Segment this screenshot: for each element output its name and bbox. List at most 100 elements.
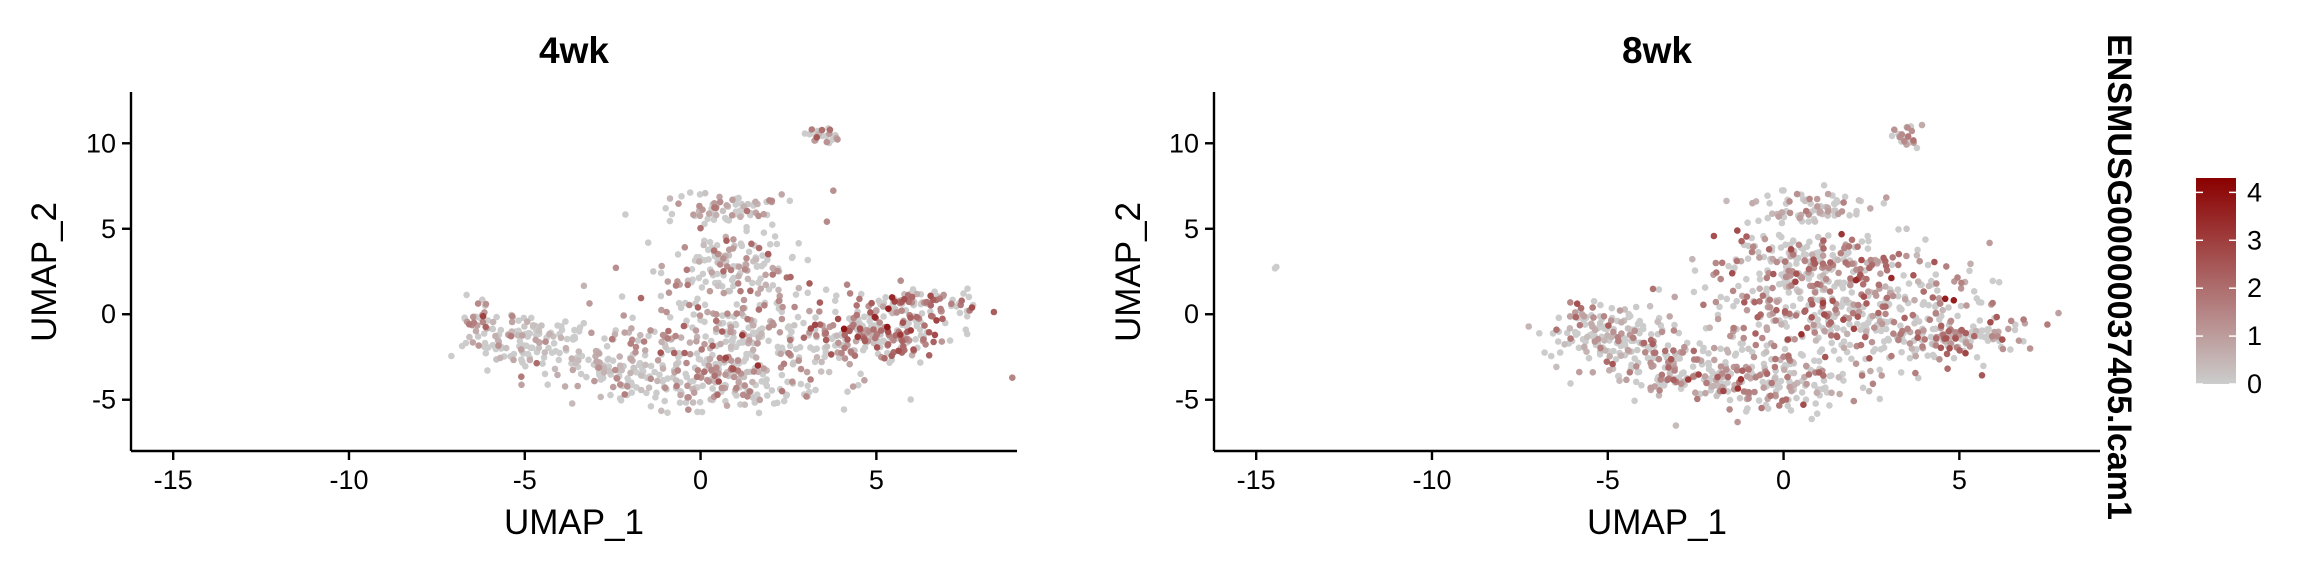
cell-point: [690, 389, 698, 397]
cell-point: [1664, 342, 1672, 349]
cell-point: [1989, 277, 1997, 285]
cell-point: [1944, 365, 1951, 373]
cell-point: [823, 138, 831, 146]
cell-point: [786, 197, 794, 205]
cell-point: [1555, 314, 1563, 322]
cell-point: [1859, 384, 1867, 392]
cell-point: [1670, 347, 1677, 354]
cell-point: [1824, 190, 1832, 198]
cell-point: [1846, 320, 1853, 328]
cell-point: [1755, 397, 1763, 404]
cell-point: [1675, 329, 1683, 337]
cell-point: [696, 212, 704, 220]
cell-point: [586, 300, 593, 307]
cell-point: [1929, 351, 1937, 359]
cell-point: [1765, 246, 1773, 253]
cell-point: [733, 384, 740, 392]
cell-point: [1989, 299, 1996, 307]
cell-point: [1670, 327, 1678, 334]
cell-point: [713, 270, 721, 278]
cell-point: [1673, 355, 1681, 362]
cell-point: [769, 264, 777, 272]
cell-point: [719, 207, 727, 215]
cell-point: [1589, 369, 1597, 376]
cell-point: [776, 329, 784, 336]
cell-point: [556, 349, 563, 357]
cell-point: [608, 335, 616, 343]
cell-point: [1848, 236, 1856, 244]
cell-point: [551, 365, 559, 373]
cell-point: [1728, 270, 1736, 277]
y-tick-label: 0: [101, 299, 116, 329]
cell-point: [1846, 212, 1853, 219]
cell-point: [599, 374, 607, 382]
cell-point: [1876, 366, 1883, 374]
cell-point: [1847, 275, 1854, 282]
cell-point: [867, 309, 874, 316]
cell-point: [1863, 320, 1871, 328]
cell-point: [1607, 317, 1615, 324]
cell-point: [807, 325, 815, 332]
cell-point: [659, 331, 667, 339]
cell-point: [664, 278, 672, 285]
cell-point: [823, 218, 831, 225]
cell-point: [1666, 313, 1673, 320]
cell-point: [508, 312, 516, 320]
cell-point: [920, 336, 927, 343]
cell-point: [1867, 205, 1874, 212]
cell-point: [682, 399, 690, 406]
cell-point: [963, 313, 971, 320]
cell-point: [1638, 382, 1645, 389]
cell-point: [912, 336, 919, 343]
cell-point: [1850, 325, 1858, 333]
cell-point: [1781, 345, 1789, 353]
cell-point: [1883, 294, 1891, 302]
cell-point: [1802, 362, 1810, 370]
cell-point: [1778, 233, 1785, 241]
cell-point: [1672, 422, 1680, 429]
cell-point: [780, 397, 788, 405]
cell-point: [1786, 209, 1794, 217]
cell-point: [1671, 321, 1678, 329]
cell-point: [1743, 233, 1750, 240]
cell-point: [1826, 288, 1834, 295]
cell-point: [881, 355, 888, 362]
cell-point: [1889, 292, 1897, 300]
cell-point: [729, 245, 737, 252]
cell-point: [724, 310, 731, 318]
cell-point: [1772, 355, 1779, 363]
cell-point: [1897, 322, 1904, 330]
cell-point: [784, 378, 791, 386]
cell-point: [674, 367, 682, 374]
cell-point: [1821, 353, 1829, 361]
x-tick-label: 0: [1776, 465, 1791, 495]
cell-point: [690, 311, 697, 318]
cell-point: [1689, 255, 1696, 263]
cell-point: [1576, 321, 1584, 329]
cell-point: [856, 295, 863, 303]
cell-point: [900, 343, 907, 350]
cell-point: [2005, 325, 2012, 333]
cell-point: [1754, 313, 1761, 321]
cell-point: [1895, 250, 1903, 258]
cell-point: [701, 301, 709, 309]
cell-point: [686, 339, 694, 346]
cell-point: [709, 385, 716, 392]
cell-point: [533, 359, 540, 367]
cell-point: [1616, 377, 1623, 385]
cell-point: [1891, 126, 1898, 133]
cell-point: [1825, 232, 1832, 239]
cell-point: [927, 312, 935, 320]
cell-point: [554, 371, 561, 379]
cell-point: [1903, 252, 1910, 260]
cell-point: [821, 353, 828, 361]
cell-point: [563, 335, 571, 343]
cell-point: [555, 356, 563, 364]
cell-point: [1756, 276, 1764, 283]
cell-point: [665, 289, 673, 297]
legend-ticks: 4 3 2 1 0: [2196, 177, 2262, 399]
cell-point: [612, 264, 620, 272]
cell-point: [1819, 385, 1826, 393]
cell-point: [474, 333, 482, 340]
cell-point: [930, 338, 937, 346]
